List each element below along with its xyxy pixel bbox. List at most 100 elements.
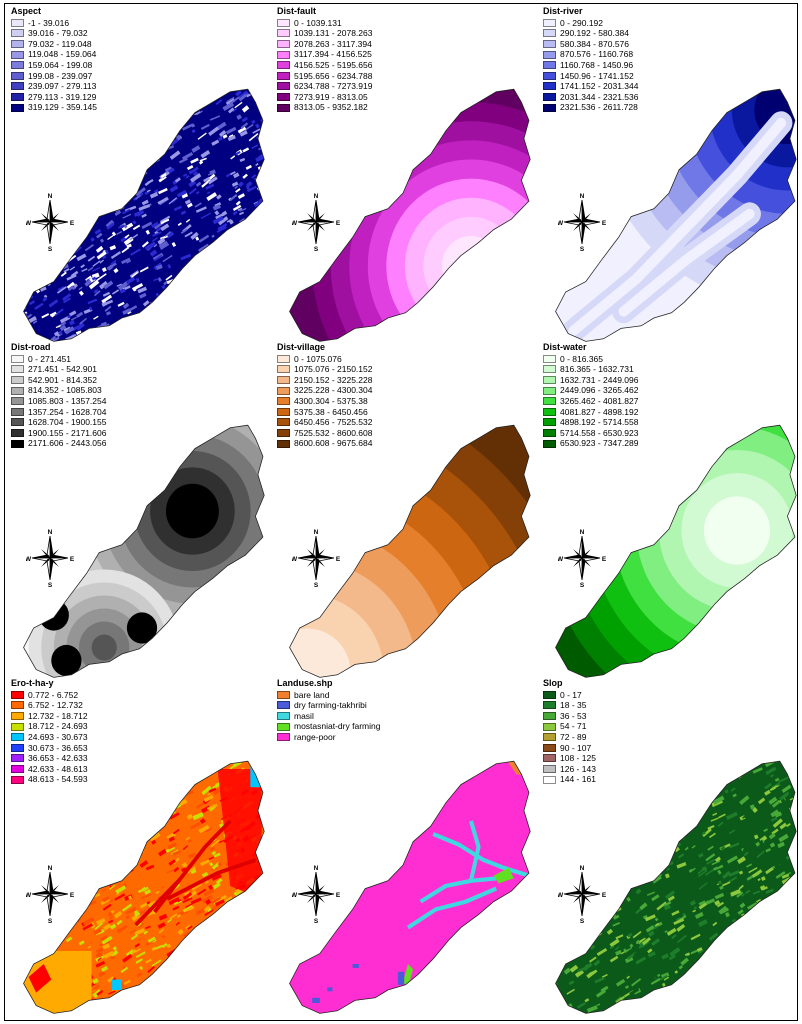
legend-swatch — [277, 61, 290, 70]
legend-item: masil — [277, 711, 380, 722]
legend-item-label: 1160.768 - 1450.96 — [560, 59, 634, 70]
legend-item: 5195.656 - 6234.788 — [277, 71, 372, 82]
legend-item-label: 870.576 - 1160.768 — [560, 49, 634, 60]
legend-item-label: 8313.05 - 9352.182 — [294, 102, 368, 113]
legend-item: 1632.731 - 2449.096 — [543, 375, 638, 386]
north-arrow-compass-icon: N S W E — [557, 864, 607, 925]
legend-swatch — [11, 690, 24, 699]
compass-s-label: S — [580, 246, 585, 252]
legend-item-label: 2031.344 - 2321.536 — [560, 91, 639, 102]
legend-swatch — [11, 429, 24, 438]
legend-item: 1450.96 - 1741.152 — [543, 71, 638, 82]
map-dist-river — [555, 88, 797, 342]
legend-swatch — [11, 775, 24, 784]
compass-e-label: E — [336, 556, 340, 563]
legend-swatch — [543, 103, 556, 112]
compass-e-label: E — [70, 556, 74, 563]
legend-item: 2449.096 - 3265.462 — [543, 385, 638, 396]
legend-swatch — [543, 765, 556, 774]
legend-item-label: 1075.076 - 2150.152 — [294, 364, 373, 375]
legend-item-label: 319.129 - 359.145 — [28, 102, 98, 113]
legend-swatch — [543, 29, 556, 38]
legend-swatch — [543, 439, 556, 448]
legend-swatch — [11, 376, 24, 385]
legend-item: 0 - 1039.131 — [277, 18, 372, 29]
legend-swatch — [11, 61, 24, 70]
legend-item: 79.032 - 119.048 — [11, 39, 97, 50]
north-arrow-compass-icon: N S W E — [557, 528, 607, 589]
legend-swatch — [543, 754, 556, 763]
legend-item-label: 1357.254 - 1628.704 — [28, 406, 107, 417]
legend-item: 1075.076 - 2150.152 — [277, 364, 372, 375]
legend-item: mostasniat-dry farming — [277, 721, 380, 732]
legend-item-label: 36.653 - 42.633 — [28, 753, 88, 764]
legend-item-label: 119.048 - 159.064 — [28, 49, 97, 60]
legend-item: 126 - 143 — [543, 764, 596, 775]
map-panel-landuse: Landuse.shp bare land dry farming-takhribi… — [274, 678, 536, 1016]
legend-item-label: 1039.131 - 2078.263 — [294, 28, 373, 39]
legend-title: Landuse.shp — [277, 678, 333, 688]
legend-swatch — [11, 701, 24, 710]
legend-title: Aspect — [11, 6, 42, 16]
legend-item-label: 54 - 71 — [560, 721, 587, 732]
legend-item-label: bare land — [294, 689, 330, 700]
map-aspect — [23, 88, 265, 342]
legend-swatch — [11, 418, 24, 427]
compass-e-label: E — [602, 892, 606, 899]
legend-item-label: 1450.96 - 1741.152 — [560, 70, 634, 81]
legend-slop: Slop 0 - 17 18 - 35 36 - 53 54 - 71 72 - 89 90… — [543, 678, 596, 785]
compass-w-label: W — [292, 892, 298, 899]
legend-item-label: 239.097 - 279.113 — [28, 81, 97, 92]
legend-item: 6530.923 - 7347.289 — [543, 438, 638, 449]
legend-item: 3265.462 - 4081.827 — [543, 396, 638, 407]
map-dist-fault — [289, 88, 531, 342]
legend-swatch — [277, 50, 290, 59]
legend-swatch — [277, 397, 290, 406]
legend-swatch — [543, 386, 556, 395]
legend-swatch — [277, 18, 290, 27]
legend-item-label: 1900.155 - 2171.606 — [28, 427, 107, 438]
legend-item-label: 12.732 - 18.712 — [28, 710, 88, 721]
legend-item-label: 199.08 - 239.097 — [28, 70, 93, 81]
legend-item-label: 6530.923 - 7347.289 — [560, 438, 639, 449]
legend-item-label: 2150.152 - 3225.228 — [294, 374, 373, 385]
legend-item-label: 126 - 143 — [560, 763, 596, 774]
compass-n-label: N — [314, 193, 319, 200]
legend-item: 4300.304 - 5375.38 — [277, 396, 372, 407]
legend-swatch — [543, 397, 556, 406]
legend-item: bare land — [277, 690, 380, 701]
legend-item-label: 0 - 816.365 — [560, 353, 604, 364]
legend-item: 199.08 - 239.097 — [11, 71, 97, 82]
map-panel-slop: Slop 0 - 17 18 - 35 36 - 53 54 - 71 72 - 89 90… — [540, 678, 802, 1016]
compass-n-label: N — [580, 193, 585, 200]
map-panel-dist-fault: Dist-fault 0 - 1039.131 1039.131 - 2078.26… — [274, 6, 536, 344]
compass-w-label: W — [292, 556, 298, 563]
legend-item: 580.384 - 870.576 — [543, 39, 638, 50]
compass-e-label: E — [336, 892, 340, 899]
legend-item: 271.451 - 542.901 — [11, 364, 106, 375]
legend-swatch — [543, 50, 556, 59]
legend-swatch — [11, 743, 24, 752]
map-panel-dist-village: Dist-village 0 - 1075.076 1075.076 - 2150.… — [274, 342, 536, 680]
legend-item: 42.633 - 48.613 — [11, 764, 88, 775]
compass-e-label: E — [336, 220, 340, 227]
legend-swatch — [11, 365, 24, 374]
compass-w-label: W — [26, 892, 32, 899]
legend-item: 0.772 - 6.752 — [11, 690, 88, 701]
legend-item: 2150.152 - 3225.228 — [277, 375, 372, 386]
legend-item-label: 30.673 - 36.653 — [28, 742, 88, 753]
legend-swatch — [543, 712, 556, 721]
legend-swatch — [11, 712, 24, 721]
legend-title: Dist-village — [277, 342, 326, 352]
legend-swatch — [11, 765, 24, 774]
legend-swatch — [11, 407, 24, 416]
legend-swatch — [277, 429, 290, 438]
legend-item-label: 3225.228 - 4300.304 — [294, 385, 373, 396]
legend-item-label: 144 - 161 — [560, 774, 596, 785]
legend-item-label: 3265.462 - 4081.827 — [560, 395, 639, 406]
legend-item: -1 - 39.016 — [11, 18, 97, 29]
compass-s-label: S — [314, 246, 319, 252]
legend-swatch — [277, 376, 290, 385]
legend-item: 18.712 - 24.693 — [11, 721, 88, 732]
compass-w-label: W — [26, 220, 32, 227]
